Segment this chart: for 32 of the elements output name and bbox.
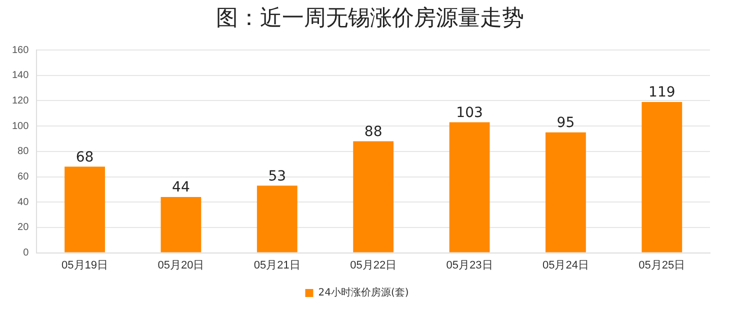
bar xyxy=(160,197,202,252)
bar xyxy=(546,132,586,252)
x-tick-label: 05月21日 xyxy=(254,259,300,272)
y-tick-label: 0 xyxy=(23,248,30,259)
data-label: 53 xyxy=(268,168,286,184)
y-tick-label: 80 xyxy=(18,146,30,158)
x-tick-label: 05月23日 xyxy=(446,259,493,272)
y-tick-label: 20 xyxy=(18,222,30,234)
chart-title: 图：近一周无锡涨价房源量走势 xyxy=(215,5,525,33)
data-label: 44 xyxy=(172,180,190,196)
legend-label: 24小时涨价房源(套) xyxy=(318,286,409,299)
x-tick-label: 05月20日 xyxy=(158,259,204,272)
y-tick-label: 100 xyxy=(12,120,30,132)
y-tick-label: 160 xyxy=(12,44,30,56)
bar xyxy=(353,141,394,252)
y-tick-label: 120 xyxy=(12,95,30,106)
x-tick-label: 05月22日 xyxy=(350,259,397,272)
bar xyxy=(449,122,490,252)
bar xyxy=(64,166,105,252)
y-tick-label: 140 xyxy=(12,70,30,82)
x-tick-label: 05月24日 xyxy=(542,259,589,272)
y-tick-label: 60 xyxy=(18,172,30,182)
bar xyxy=(256,186,298,252)
data-label: 119 xyxy=(648,84,676,101)
x-tick-label: 05月25日 xyxy=(638,259,686,272)
bar xyxy=(642,102,682,252)
x-tick-label: 05月19日 xyxy=(62,259,108,272)
data-label: 88 xyxy=(364,124,382,140)
data-label: 103 xyxy=(456,104,483,121)
data-label: 95 xyxy=(556,115,575,132)
data-label: 68 xyxy=(76,149,94,166)
y-tick-label: 40 xyxy=(18,196,30,208)
